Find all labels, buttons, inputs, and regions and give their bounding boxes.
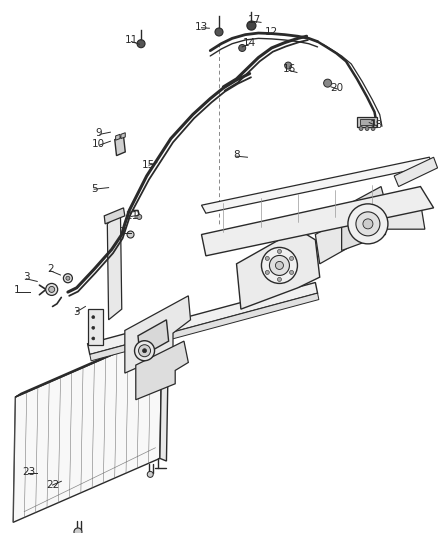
- Circle shape: [359, 126, 363, 131]
- Bar: [360, 118, 374, 125]
- Circle shape: [277, 249, 282, 253]
- Polygon shape: [394, 157, 438, 187]
- Circle shape: [127, 231, 134, 238]
- Circle shape: [64, 274, 72, 282]
- Circle shape: [265, 256, 269, 261]
- Circle shape: [92, 316, 95, 319]
- Circle shape: [66, 276, 70, 280]
- Polygon shape: [315, 197, 425, 264]
- Circle shape: [92, 337, 95, 340]
- Text: 11: 11: [125, 35, 138, 45]
- Text: 10: 10: [92, 139, 105, 149]
- Circle shape: [324, 79, 332, 87]
- Circle shape: [142, 349, 147, 353]
- Text: 3: 3: [23, 272, 30, 282]
- Polygon shape: [160, 333, 169, 461]
- Polygon shape: [125, 296, 191, 373]
- Circle shape: [269, 255, 290, 276]
- Text: 8: 8: [233, 150, 240, 159]
- Text: 17: 17: [247, 15, 261, 25]
- Text: 5: 5: [91, 184, 98, 194]
- Text: 23: 23: [22, 467, 35, 477]
- Circle shape: [147, 471, 153, 478]
- Circle shape: [138, 345, 151, 357]
- Polygon shape: [88, 282, 318, 354]
- Bar: [357, 117, 377, 126]
- Circle shape: [265, 270, 269, 274]
- Polygon shape: [107, 213, 122, 320]
- Circle shape: [285, 62, 292, 69]
- Circle shape: [239, 44, 246, 52]
- Circle shape: [92, 326, 95, 329]
- Text: 20: 20: [331, 83, 344, 93]
- Circle shape: [365, 126, 369, 131]
- Text: 9: 9: [95, 128, 102, 138]
- Circle shape: [356, 212, 380, 236]
- Polygon shape: [115, 136, 125, 156]
- Circle shape: [247, 21, 256, 30]
- Circle shape: [49, 286, 55, 293]
- Polygon shape: [121, 133, 125, 139]
- Circle shape: [137, 39, 145, 48]
- Text: 15: 15: [142, 160, 155, 170]
- Text: 2: 2: [47, 264, 54, 274]
- Circle shape: [371, 126, 375, 131]
- Circle shape: [290, 270, 293, 274]
- Circle shape: [137, 214, 142, 220]
- Circle shape: [277, 278, 282, 281]
- Polygon shape: [13, 333, 162, 522]
- Text: 22: 22: [46, 480, 59, 490]
- Polygon shape: [136, 341, 188, 400]
- Text: 7: 7: [119, 227, 126, 237]
- Polygon shape: [88, 309, 103, 345]
- Polygon shape: [15, 329, 168, 397]
- Circle shape: [134, 341, 155, 361]
- Polygon shape: [90, 293, 319, 361]
- Text: 18: 18: [370, 120, 383, 130]
- Text: 21: 21: [125, 211, 138, 221]
- Text: 12: 12: [265, 27, 278, 37]
- Polygon shape: [237, 229, 320, 309]
- Polygon shape: [116, 134, 120, 140]
- Polygon shape: [201, 187, 434, 256]
- Circle shape: [46, 284, 58, 295]
- Circle shape: [74, 528, 82, 533]
- Circle shape: [276, 261, 283, 270]
- Circle shape: [261, 247, 297, 284]
- Circle shape: [290, 256, 293, 261]
- Text: 1: 1: [14, 286, 21, 295]
- Text: 16: 16: [283, 64, 296, 74]
- Polygon shape: [138, 320, 169, 357]
- Circle shape: [348, 204, 388, 244]
- Text: 3: 3: [73, 307, 80, 317]
- Text: 13: 13: [195, 22, 208, 31]
- Polygon shape: [342, 187, 385, 251]
- Circle shape: [363, 219, 373, 229]
- Polygon shape: [201, 157, 434, 213]
- Polygon shape: [104, 208, 125, 224]
- Circle shape: [215, 28, 223, 36]
- Text: 14: 14: [243, 38, 256, 47]
